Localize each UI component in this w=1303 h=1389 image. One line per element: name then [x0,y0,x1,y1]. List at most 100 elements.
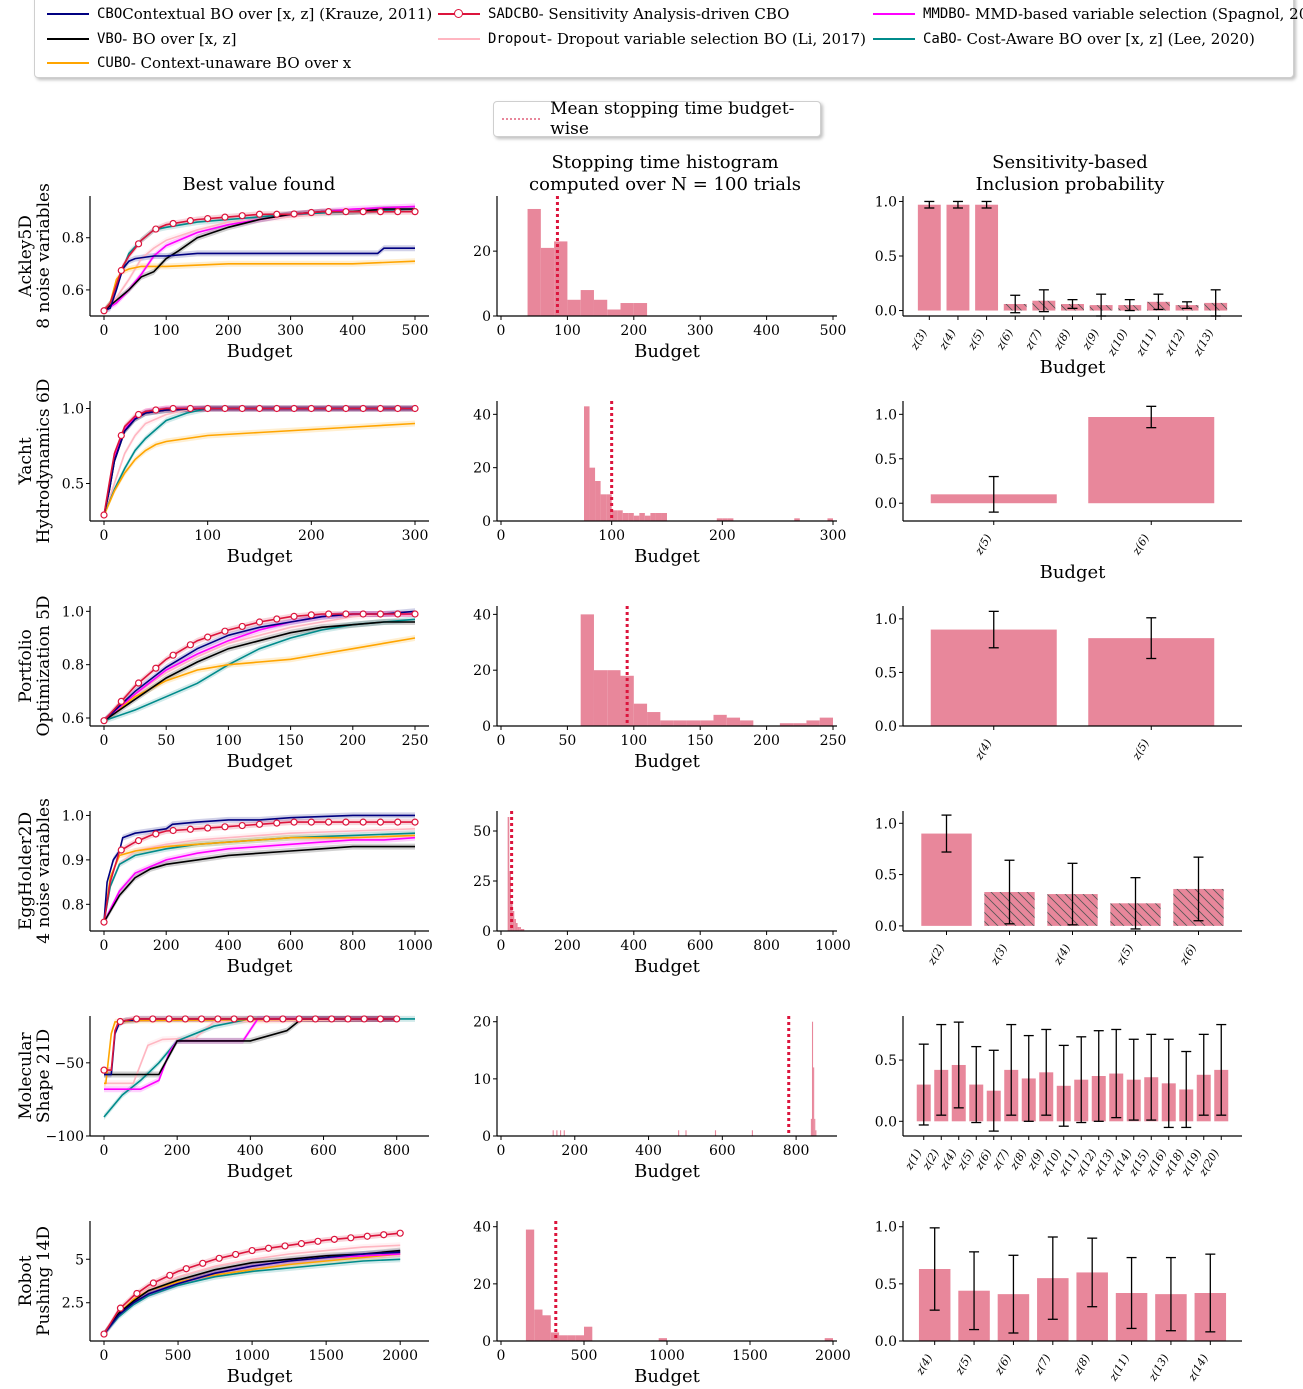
bar [975,204,999,311]
sadcbo-marker [297,1240,306,1248]
sadcbo-marker [117,266,125,275]
legend-code: VBO [97,31,123,47]
y-tick-label: 0.5 [875,1053,897,1069]
hist-bar [517,927,520,931]
y-tick-label: 0.9 [62,853,84,869]
x-tick-label: 200 [620,323,647,339]
series-line-cabo [103,1258,401,1335]
sadcbo-marker [182,1265,190,1273]
sadcbo-marker [376,404,385,413]
x-tick-label: 1500 [308,1348,344,1364]
band-dropout [104,405,415,518]
x-tick-label: 50 [558,733,576,749]
sadcbo-marker [214,1015,222,1023]
sadcbo-marker [117,431,125,440]
y-tick-label: 1.0 [62,808,84,824]
x-tick-label: 1000 [397,938,433,954]
category-label: z(6) [992,1352,1014,1378]
y-axis-label: Ackley5D [16,215,36,298]
sadcbo-marker [394,818,402,826]
hist-bar [685,1130,687,1136]
hist-bar [560,1130,562,1136]
sadcbo-marker [232,1250,240,1259]
y-tick-label: −50 [54,1056,84,1072]
bar-panel-0: z(3) z(4) z(5) z(6) z(7) z(8) z(9) z(10) z(11) z(… [875,194,1242,378]
band-cbo [104,608,415,724]
hist-bar [556,1130,558,1136]
y-tick-label: 1.0 [875,1220,897,1236]
histogram-panel-1: 0 20 40 0 100 200 300 Budget [473,401,846,567]
x-axis-label: Budget [634,341,701,362]
bar [1088,417,1215,504]
band-cubo [104,1251,401,1337]
category-label: z(4) [936,327,958,353]
sadcbo-marker [238,212,246,220]
hist-bar [510,903,513,931]
hist-bar [639,513,645,521]
y-tick-label: 0 [482,309,491,325]
x-tick-label: 400 [635,1143,662,1159]
series-line-cubo [103,260,416,312]
sadcbo-marker [181,1015,189,1023]
legend-desc: - Dropout variable selection BO (Li, 201… [547,30,867,48]
category-label: z(5) [972,532,994,558]
category-label: z(4) [1051,942,1073,968]
histogram-panel-3: 0 25 50 0 200 400 600 800 1000 Budget [473,811,851,977]
x-axis-label: Budget [634,546,701,567]
x-tick-label: 50 [157,733,175,749]
band-mmdbo [104,1251,401,1337]
sadcbo-marker [295,1015,303,1023]
x-tick-label: 200 [339,733,366,749]
sadcbo-marker [307,404,315,413]
column-title-best: Best value found [183,174,336,195]
bar-panel-5: z(4) z(5) z(6) z(7) z(8) z(11) z(13) z(14) 0.0 0.… [875,1220,1242,1384]
x-tick-label: 200 [215,323,242,339]
sadcbo-marker [134,410,143,419]
sadcbo-marker [273,819,281,827]
x-tick-label: 0 [100,1143,109,1159]
legend-item-cubo: CUBO - Context-unaware BO over x [47,54,351,72]
hist-bar [815,1130,817,1136]
y-tick-label: 0.0 [875,1114,897,1130]
y-tick-label: 1.0 [62,402,84,418]
column-title-hist: computed over N = 100 trials [529,174,801,195]
hist-bar [606,494,612,521]
bar-panel-4: z(1)z(2)z(4)z(5)z(6)z(7)z(8)z(9)z(10)z(1… [875,1016,1242,1179]
hist-bar [716,518,723,521]
sadcbo-marker [359,404,367,413]
x-tick-label: 200 [554,938,581,954]
legend-desc: - Cost-Aware BO over [x, z] (Lee, 2020) [956,30,1255,48]
hist-bar [600,494,607,521]
sadcbo-marker [330,1235,338,1243]
histogram-panel-2: 0 20 40 0 50 100 150 200 250 Budget [473,606,846,772]
sadcbo-marker [186,404,194,413]
sadcbo-marker [134,240,143,248]
category-label: z(14) [1185,1352,1211,1384]
x-tick-label: 0 [100,528,109,544]
dotted-line-swatch [502,118,541,120]
sadcbo-marker [152,664,160,672]
series-line-dropout [104,1018,397,1085]
sadcbo-marker [376,610,385,618]
x-tick-label: 100 [620,733,647,749]
y-axis-label: Yacht [16,437,36,486]
y-tick-label: 5 [75,1252,84,1268]
y-tick-label: 20 [473,1015,491,1031]
legend-swatch [438,38,480,40]
hist-bar [584,1326,593,1341]
sadcbo-marker [238,622,246,631]
hist-bar [584,406,590,521]
x-tick-label: 600 [277,938,304,954]
hist-bar [580,290,594,316]
y-tick-label: 0.5 [875,665,897,681]
category-label: z(6) [993,327,1015,353]
sadcbo-marker [149,1279,157,1287]
x-tick-label: 800 [339,938,366,954]
y-tick-label: 0 [482,1129,491,1145]
series-line-vbo [104,1018,397,1076]
